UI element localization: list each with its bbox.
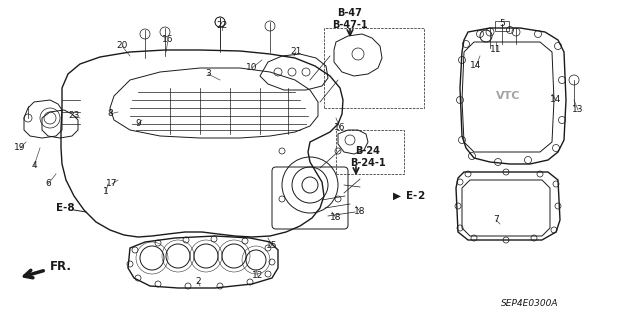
Text: 20: 20 <box>116 41 128 50</box>
Text: 4: 4 <box>31 161 37 170</box>
Text: B-47
B-47-1: B-47 B-47-1 <box>332 8 368 30</box>
Text: 19: 19 <box>14 144 26 152</box>
Text: 18: 18 <box>355 207 365 217</box>
Text: 7: 7 <box>493 216 499 225</box>
Text: E-8: E-8 <box>56 203 75 213</box>
Text: VTC: VTC <box>496 91 520 101</box>
Text: 1: 1 <box>103 188 109 197</box>
Text: 5: 5 <box>499 19 505 28</box>
Text: 16: 16 <box>334 123 346 132</box>
Bar <box>336 130 404 174</box>
Text: SEP4E0300A: SEP4E0300A <box>501 300 559 308</box>
Text: FR.: FR. <box>50 259 72 272</box>
Bar <box>324 28 424 108</box>
Text: 9: 9 <box>135 120 141 129</box>
Text: 10: 10 <box>246 63 258 72</box>
Text: 13: 13 <box>572 106 584 115</box>
Text: 14: 14 <box>550 95 562 105</box>
Text: 21: 21 <box>291 48 301 56</box>
Text: 16: 16 <box>163 35 173 44</box>
Text: $\blacktriangleright$ E-2: $\blacktriangleright$ E-2 <box>390 190 426 202</box>
Text: 2: 2 <box>195 278 201 286</box>
Text: 15: 15 <box>266 241 278 250</box>
Text: 11: 11 <box>490 46 502 55</box>
Text: 14: 14 <box>470 62 482 70</box>
Text: 3: 3 <box>205 70 211 78</box>
Text: 12: 12 <box>252 271 264 280</box>
Text: 18: 18 <box>330 213 342 222</box>
Text: 17: 17 <box>106 180 118 189</box>
Text: 8: 8 <box>107 109 113 118</box>
Text: 23: 23 <box>68 112 80 121</box>
Text: 22: 22 <box>216 21 228 31</box>
Text: 6: 6 <box>45 180 51 189</box>
Text: B-24
B-24-1: B-24 B-24-1 <box>350 146 386 167</box>
